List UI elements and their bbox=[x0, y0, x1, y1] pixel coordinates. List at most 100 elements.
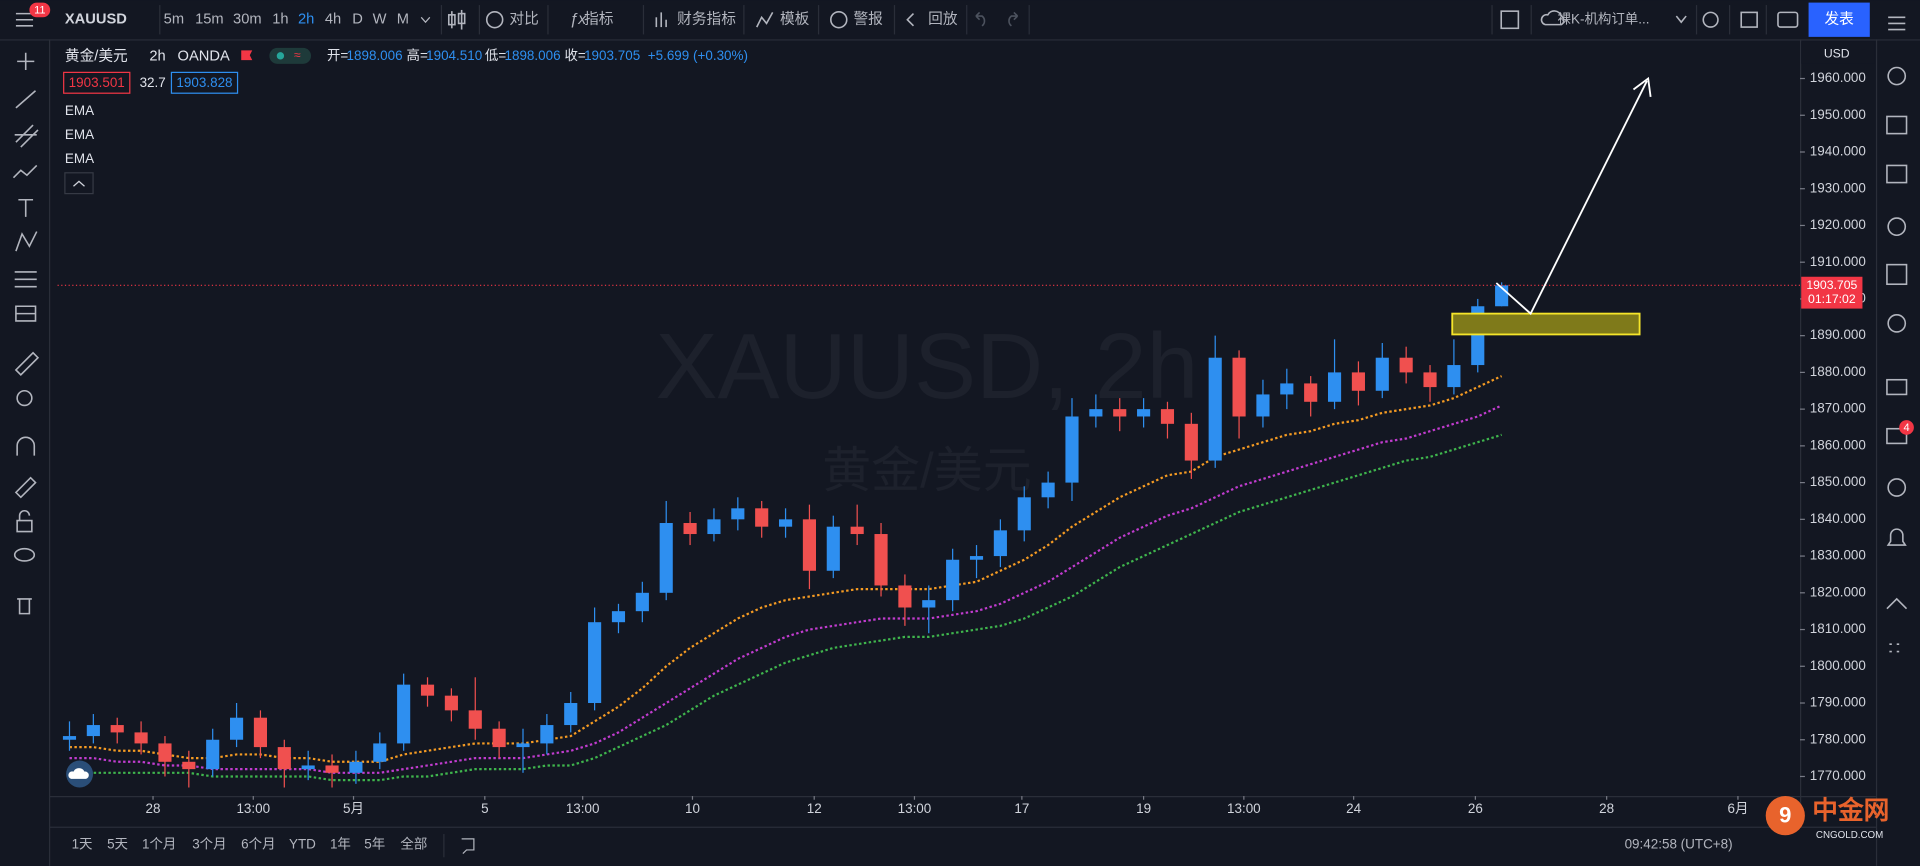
ask-box[interactable] bbox=[170, 71, 239, 94]
range-button[interactable]: 1天 bbox=[72, 837, 93, 852]
dropdown-icon[interactable] bbox=[1675, 15, 1687, 24]
grid-icon[interactable] bbox=[1886, 263, 1908, 286]
interval-button[interactable]: 4h bbox=[325, 12, 341, 28]
clock-icon[interactable] bbox=[1887, 66, 1907, 86]
layout-name[interactable]: 裸K-机构订单... bbox=[1558, 11, 1650, 26]
chat-icon[interactable] bbox=[1886, 378, 1908, 396]
range-button[interactable]: 1年 bbox=[330, 837, 351, 852]
publish-button[interactable] bbox=[1808, 2, 1870, 37]
candle-body bbox=[1351, 372, 1365, 391]
candle-body bbox=[349, 761, 363, 773]
indicator-label[interactable]: EMA bbox=[65, 127, 94, 142]
calendar-icon[interactable] bbox=[1886, 164, 1908, 184]
replay-icon[interactable] bbox=[906, 13, 915, 27]
template-icon[interactable] bbox=[756, 12, 774, 28]
news-icon[interactable] bbox=[1886, 115, 1908, 135]
trendline-tool[interactable] bbox=[15, 90, 37, 109]
interval-button[interactable]: 15m bbox=[195, 12, 224, 28]
bid-box[interactable] bbox=[63, 71, 131, 94]
x-tick-label: 26 bbox=[1468, 801, 1483, 816]
sidebar-badge bbox=[1899, 420, 1914, 435]
cloud-icon[interactable] bbox=[1540, 10, 1565, 26]
publish-label[interactable]: 发表 bbox=[1824, 11, 1854, 28]
toolbar-button[interactable]: 对比 bbox=[509, 11, 538, 28]
interval-button[interactable]: 1h bbox=[272, 12, 288, 28]
candle-type-icon[interactable] bbox=[447, 9, 466, 30]
delete-tool[interactable] bbox=[17, 598, 32, 615]
undo-icon[interactable] bbox=[975, 11, 986, 27]
y-tick-label: 1810.000 bbox=[1810, 621, 1866, 636]
ruler-tool[interactable] bbox=[14, 351, 40, 376]
stay-drawing-tool[interactable] bbox=[14, 476, 37, 499]
candle-body bbox=[373, 743, 387, 762]
range-button[interactable]: 1个月 bbox=[142, 837, 176, 852]
range-button[interactable]: 3个月 bbox=[192, 837, 226, 852]
y-tick-label: 1880.000 bbox=[1810, 364, 1866, 379]
range-button[interactable]: 5天 bbox=[107, 837, 128, 852]
bell-icon[interactable] bbox=[1886, 528, 1907, 546]
pattern-tool[interactable] bbox=[12, 164, 38, 179]
candle-body bbox=[1447, 365, 1461, 388]
interval-button[interactable]: 5m bbox=[164, 12, 184, 28]
watchlist-icon[interactable] bbox=[1888, 16, 1906, 31]
finance-icon[interactable] bbox=[655, 12, 667, 28]
collapse-button[interactable] bbox=[64, 172, 94, 195]
candle-body bbox=[1423, 372, 1437, 388]
stream-icon[interactable] bbox=[1887, 478, 1907, 497]
toolbar-button[interactable]: 指标 bbox=[584, 11, 614, 28]
interval-button[interactable]: D bbox=[352, 12, 363, 28]
hide-tool[interactable] bbox=[13, 547, 36, 562]
fib-tool[interactable] bbox=[14, 124, 39, 148]
range-button[interactable]: 全部 bbox=[400, 836, 427, 852]
interval-button[interactable]: 2h bbox=[298, 12, 314, 28]
indicator-label[interactable]: EMA bbox=[65, 103, 94, 118]
redo-icon[interactable] bbox=[1008, 11, 1019, 27]
range-button[interactable]: YTD bbox=[289, 837, 316, 852]
range-button[interactable]: 6个月 bbox=[241, 837, 275, 852]
status-pill bbox=[269, 47, 312, 64]
projection-arrow[interactable] bbox=[1495, 80, 1648, 316]
y-tick-label: 1960.000 bbox=[1810, 70, 1866, 85]
interval-dropdown[interactable] bbox=[420, 16, 431, 24]
snapshot-icon[interactable] bbox=[1777, 11, 1799, 28]
messages-icon[interactable] bbox=[1886, 427, 1908, 445]
interval-button[interactable]: W bbox=[373, 12, 387, 28]
indicator-icon[interactable]: ƒx bbox=[569, 11, 587, 28]
flag-icon[interactable] bbox=[241, 50, 253, 61]
lock-tool[interactable] bbox=[16, 510, 33, 533]
menu-icon[interactable] bbox=[15, 12, 34, 27]
compare-icon[interactable] bbox=[485, 10, 504, 29]
alert-icon[interactable] bbox=[830, 10, 848, 29]
candle-body bbox=[1375, 357, 1389, 391]
magnet-tool[interactable] bbox=[16, 436, 36, 456]
date-range-icon[interactable] bbox=[461, 838, 475, 855]
toolbar-button[interactable]: 回放 bbox=[928, 11, 958, 28]
zone-box[interactable] bbox=[1451, 312, 1641, 336]
hotlist-icon[interactable] bbox=[1887, 217, 1907, 237]
ask-price[interactable]: 1903.828 bbox=[176, 75, 232, 90]
toolbar-button[interactable]: 模板 bbox=[780, 10, 810, 28]
icon-tool[interactable] bbox=[15, 305, 37, 322]
projection-tool[interactable] bbox=[15, 231, 38, 252]
candle-body bbox=[540, 725, 554, 744]
text-tool[interactable] bbox=[18, 198, 34, 217]
measure-tool[interactable] bbox=[14, 271, 37, 288]
toolbar-button[interactable]: 财务指标 bbox=[677, 11, 736, 28]
layout-icon[interactable] bbox=[1500, 10, 1520, 30]
settings-icon[interactable] bbox=[1702, 11, 1719, 28]
candle-body bbox=[206, 739, 220, 770]
bid-price[interactable]: 1903.501 bbox=[69, 75, 125, 90]
interval-button[interactable]: 30m bbox=[233, 12, 262, 28]
ideas-icon[interactable] bbox=[1887, 314, 1907, 333]
interval-button[interactable]: M bbox=[397, 12, 409, 28]
toolbar-button[interactable]: 警报 bbox=[853, 11, 883, 28]
trading-icon[interactable] bbox=[1886, 597, 1908, 610]
range-button[interactable]: 5年 bbox=[364, 837, 385, 852]
y-tick-label: 1850.000 bbox=[1810, 474, 1866, 489]
more-icon[interactable] bbox=[1889, 643, 1900, 653]
zoom-tool[interactable] bbox=[16, 389, 33, 407]
fullscreen-icon[interactable] bbox=[1740, 11, 1758, 28]
crosshair-tool[interactable] bbox=[17, 52, 35, 70]
symbol[interactable]: XAUUSD bbox=[65, 12, 127, 28]
indicator-label[interactable]: EMA bbox=[65, 151, 94, 166]
